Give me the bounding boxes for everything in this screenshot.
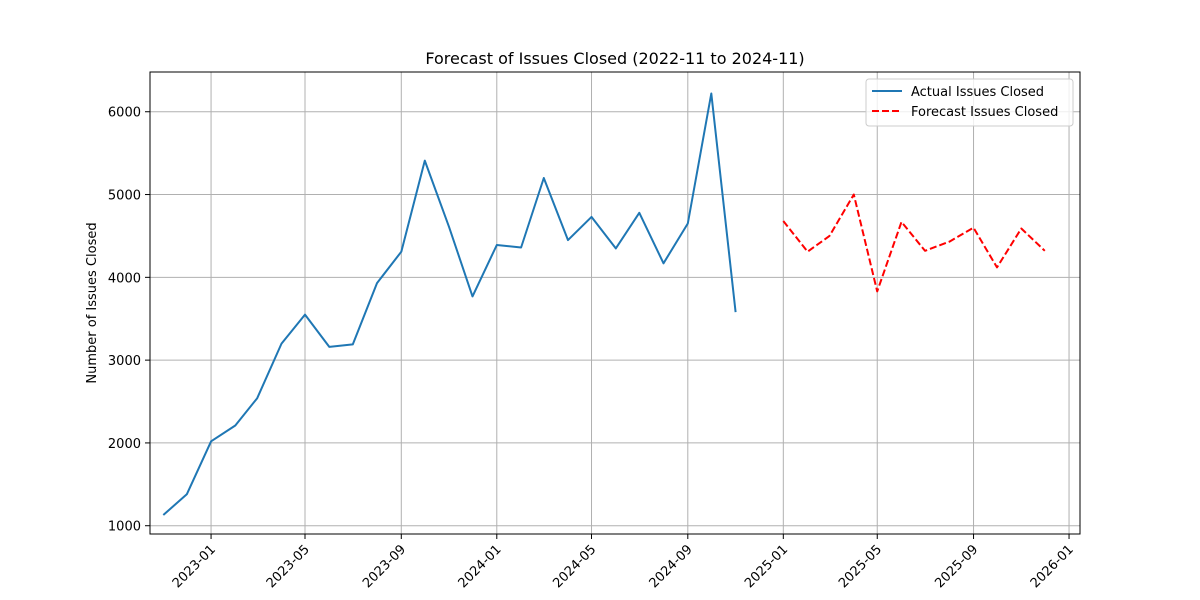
series-line-forecast — [782, 193, 1046, 293]
y-tick-label: 3000 — [108, 354, 141, 369]
legend-label-forecast: Forecast Issues Closed — [911, 105, 1058, 120]
y-axis-title: Number of Issues Closed — [85, 222, 100, 383]
y-tick-label: 5000 — [108, 189, 141, 204]
grid-lines — [150, 72, 1080, 534]
legend-box — [865, 78, 1074, 127]
y-tick-label: 4000 — [108, 271, 141, 286]
legend-label-actual: Actual Issues Closed — [911, 85, 1044, 100]
y-tick-label: 6000 — [108, 106, 141, 121]
chart-title: Forecast of Issues Closed (2022-11 to 20… — [425, 49, 804, 68]
y-axis: 1000 2000 3000 4000 5000 6000 — [108, 106, 150, 535]
legend: Actual Issues Closed Forecast Issues Clo… — [865, 78, 1074, 127]
y-tick-label: 2000 — [108, 437, 141, 452]
series-line-actual — [162, 92, 737, 516]
y-tick-label: 1000 — [108, 520, 141, 535]
series-lines — [162, 92, 1046, 516]
plot-frame — [149, 71, 1081, 535]
